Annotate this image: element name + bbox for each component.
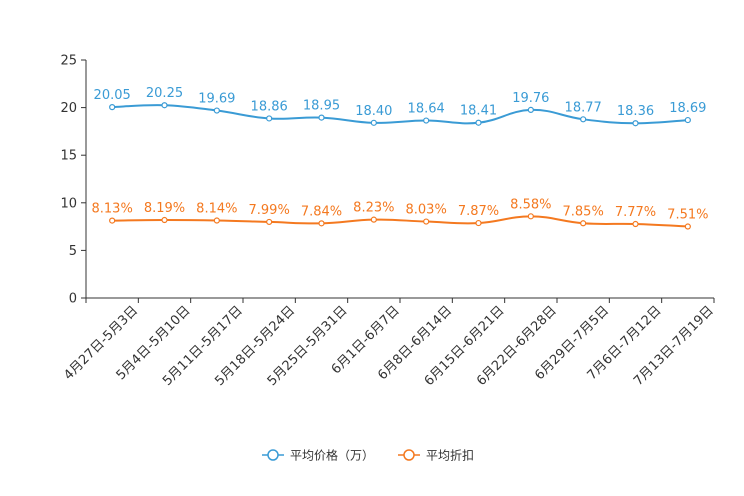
data-label: 18.69 — [669, 101, 706, 116]
data-label: 7.84% — [301, 204, 342, 219]
legend-marker-icon — [267, 449, 279, 461]
data-point[interactable] — [318, 220, 325, 227]
data-point[interactable] — [632, 220, 639, 228]
y-tick-label: 10 — [60, 196, 77, 211]
series-line-2 — [112, 215, 688, 228]
data-label: 20.25 — [146, 86, 183, 101]
data-label: 20.05 — [94, 88, 131, 103]
y-tick-label: 5 — [69, 244, 77, 259]
data-label: 8.13% — [92, 202, 133, 217]
data-point[interactable] — [632, 120, 639, 127]
legend-label: 平均价格（万） — [290, 448, 374, 463]
data-labels: 20.05 20.25 19.69 18.86 18.95 18.40 18.64 18.41… — [92, 86, 709, 222]
data-point[interactable] — [527, 106, 534, 113]
data-label: 18.41 — [460, 104, 497, 119]
data-label: 18.36 — [617, 104, 654, 119]
legend[interactable]: 平均价格（万） 平均折扣 — [262, 448, 474, 463]
data-point[interactable] — [213, 217, 220, 224]
data-point[interactable] — [266, 115, 273, 122]
data-point[interactable] — [684, 116, 691, 124]
data-label: 7.51% — [667, 208, 708, 223]
y-axis-ticks: 0 5 10 15 20 25 — [60, 54, 86, 307]
y-tick-label: 25 — [60, 54, 77, 69]
data-label: 18.40 — [355, 104, 392, 119]
data-label: 8.58% — [510, 197, 551, 212]
data-label: 18.95 — [303, 99, 340, 114]
data-label: 8.23% — [353, 201, 394, 216]
data-label: 19.76 — [512, 91, 549, 106]
data-point[interactable] — [580, 116, 587, 123]
y-tick-label: 20 — [60, 101, 77, 116]
x-axis-ticks: 4月27日-5月3日5月4日-5月10日5月11日-5月17日5月18日-5月2… — [61, 298, 717, 389]
series-lines — [109, 102, 691, 230]
legend-item-1[interactable]: 平均价格（万） — [262, 448, 374, 463]
legend-marker-icon — [403, 449, 415, 461]
data-label: 7.77% — [615, 205, 656, 220]
data-point[interactable] — [475, 219, 482, 227]
data-point[interactable] — [109, 217, 116, 224]
data-label: 18.86 — [251, 99, 288, 114]
series-line-1 — [112, 104, 688, 125]
y-tick-label: 0 — [69, 292, 77, 307]
data-point[interactable] — [580, 220, 587, 227]
data-label: 18.64 — [408, 102, 445, 117]
data-label: 18.77 — [565, 100, 602, 115]
data-label: 7.87% — [458, 204, 499, 219]
data-label: 7.85% — [563, 204, 604, 219]
data-label: 8.03% — [406, 203, 447, 218]
data-point[interactable] — [527, 213, 534, 220]
data-point[interactable] — [109, 104, 116, 111]
data-point[interactable] — [370, 119, 377, 126]
legend-item-2[interactable]: 平均折扣 — [398, 448, 474, 463]
data-label: 8.19% — [144, 201, 185, 216]
data-point[interactable] — [213, 107, 220, 114]
data-point[interactable] — [684, 223, 691, 230]
data-point[interactable] — [423, 117, 430, 124]
data-label: 8.14% — [196, 202, 237, 217]
data-point[interactable] — [370, 216, 377, 223]
data-point[interactable] — [475, 119, 482, 126]
y-tick-label: 15 — [60, 149, 77, 164]
data-point[interactable] — [266, 218, 273, 226]
data-point[interactable] — [161, 216, 168, 224]
data-point[interactable] — [423, 218, 430, 225]
legend-label: 平均折扣 — [426, 448, 474, 463]
data-label: 7.99% — [249, 203, 290, 218]
data-point[interactable] — [161, 102, 168, 109]
data-label: 19.69 — [198, 92, 235, 107]
data-point[interactable] — [318, 114, 325, 121]
